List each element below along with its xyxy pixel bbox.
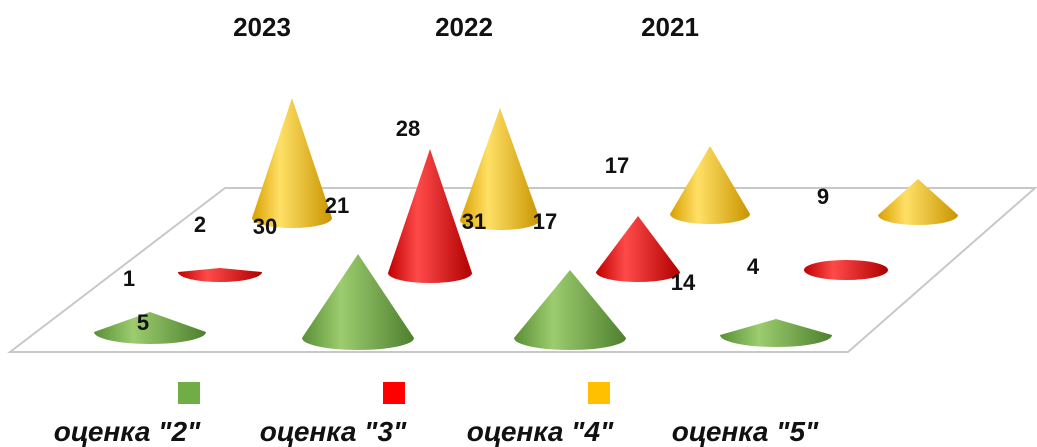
chart-floor <box>7 187 1037 353</box>
legend-swatch-red <box>383 382 405 404</box>
legend: оценка "2" оценка "3" оценка "4" оценка … <box>54 382 819 447</box>
data-label: 21 <box>325 193 349 218</box>
data-label: 2 <box>194 212 206 237</box>
data-label: 31 <box>462 209 486 234</box>
cone-mark <box>388 149 472 283</box>
data-label: 28 <box>396 116 420 141</box>
cone-mark <box>252 98 332 228</box>
cone-mark <box>514 270 626 350</box>
legend-label-2: оценка "2" <box>54 416 201 447</box>
cone-mark <box>720 319 832 347</box>
cone-mark <box>804 260 888 280</box>
data-label: 17 <box>533 209 557 234</box>
cone-mark <box>596 216 680 282</box>
data-label: 30 <box>253 214 277 239</box>
legend-swatch-green <box>178 382 200 404</box>
cone-mark <box>178 268 262 282</box>
category-labels: 2023 2022 2021 <box>233 12 699 42</box>
legend-swatch-yellow <box>588 382 610 404</box>
cone-marks <box>94 98 958 350</box>
value-labels: 51 2 30 21 28 31 17 17 14 4 9 <box>123 116 829 335</box>
data-label: 5 <box>137 310 149 335</box>
legend-label-3: оценка "3" <box>260 416 407 447</box>
cone-mark <box>302 254 414 350</box>
category-label: 2023 <box>233 12 291 42</box>
category-label: 2022 <box>435 12 493 42</box>
cone-mark <box>94 312 206 344</box>
data-label: 14 <box>671 270 696 295</box>
data-label: 17 <box>605 153 629 178</box>
data-label: 9 <box>817 184 829 209</box>
legend-label-5: оценка "5" <box>672 416 819 447</box>
data-label: 1 <box>123 266 135 291</box>
cone-mark <box>460 108 540 230</box>
data-label: 4 <box>747 254 760 279</box>
category-label: 2021 <box>641 12 699 42</box>
legend-label-4: оценка "4" <box>467 416 614 447</box>
cone-mark <box>878 179 958 225</box>
cone-mark <box>670 146 750 224</box>
